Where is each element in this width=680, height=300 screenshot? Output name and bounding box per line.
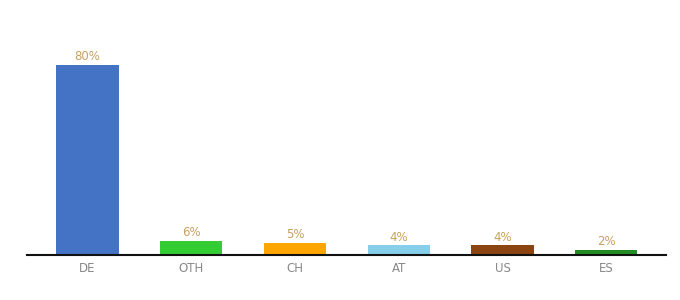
Text: 6%: 6%	[182, 226, 201, 239]
Bar	[368, 245, 430, 255]
Bar	[575, 250, 637, 255]
Bar	[471, 245, 534, 255]
Bar	[160, 241, 222, 255]
Bar	[264, 243, 326, 255]
Text: 4%: 4%	[390, 231, 408, 244]
Text: 2%: 2%	[597, 235, 615, 248]
Text: 5%: 5%	[286, 228, 304, 241]
Bar	[56, 64, 118, 255]
Text: 80%: 80%	[74, 50, 101, 63]
Text: 4%: 4%	[493, 231, 512, 244]
